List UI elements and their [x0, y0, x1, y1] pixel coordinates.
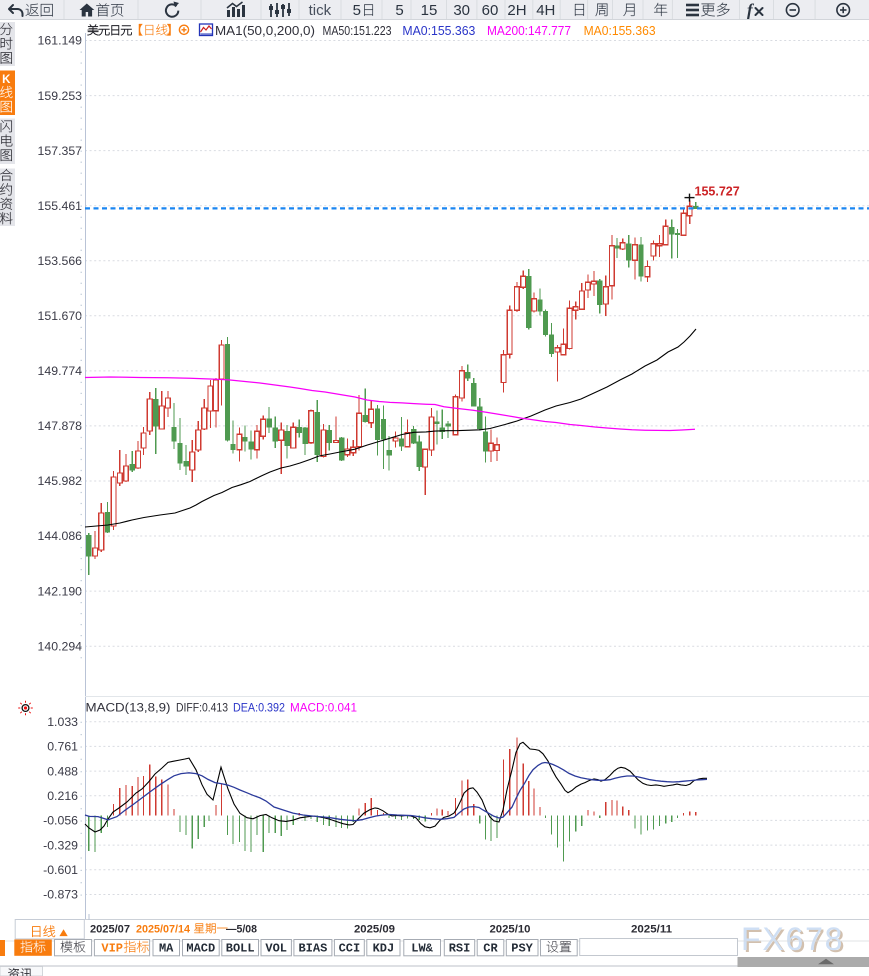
svg-text:-0.056: -0.056 — [43, 814, 78, 828]
svg-text:15: 15 — [421, 2, 438, 19]
svg-text:2025/07: 2025/07 — [90, 924, 130, 936]
svg-text:2H: 2H — [507, 2, 526, 19]
svg-text:LW&: LW& — [411, 942, 433, 956]
svg-text:PSY: PSY — [511, 942, 533, 956]
svg-text:155.461: 155.461 — [38, 199, 83, 213]
svg-text:-0.601: -0.601 — [43, 863, 78, 877]
svg-text:30: 30 — [453, 2, 470, 19]
svg-text:0.488: 0.488 — [47, 764, 78, 778]
svg-text:K: K — [2, 74, 11, 86]
svg-text:—5/08: —5/08 — [226, 924, 257, 936]
svg-text:MA0:155.363: MA0:155.363 — [584, 24, 656, 38]
svg-text:BOLL: BOLL — [226, 942, 255, 956]
svg-text:VIP: VIP — [101, 942, 123, 956]
svg-text:140.294: 140.294 — [38, 639, 83, 653]
svg-text:MA1(50,0,200,0): MA1(50,0,200,0) — [215, 24, 315, 38]
svg-text:142.190: 142.190 — [38, 584, 83, 598]
svg-text:MACD: MACD — [186, 942, 215, 956]
svg-text:CR: CR — [483, 942, 498, 956]
svg-text:-0.329: -0.329 — [43, 838, 78, 852]
svg-text:DEA:0.392: DEA:0.392 — [233, 701, 285, 715]
svg-text:161.149: 161.149 — [38, 34, 83, 48]
svg-text:RSI: RSI — [449, 942, 471, 956]
svg-text:-0.873: -0.873 — [43, 888, 78, 902]
svg-text:KDJ: KDJ — [373, 942, 395, 956]
svg-text:MACD:0.041: MACD:0.041 — [290, 701, 357, 715]
svg-text:5: 5 — [395, 2, 403, 19]
svg-text:DIFF:0.413: DIFF:0.413 — [176, 701, 228, 715]
svg-text:60: 60 — [482, 2, 499, 19]
svg-text:1.033: 1.033 — [47, 715, 78, 729]
svg-text:MACD(13,8,9): MACD(13,8,9) — [86, 701, 171, 715]
svg-text:2025/11: 2025/11 — [631, 924, 672, 936]
svg-text:MA50:151.223: MA50:151.223 — [323, 24, 392, 38]
svg-text:MA: MA — [159, 942, 174, 956]
svg-text:145.982: 145.982 — [38, 474, 83, 488]
svg-text:VOL: VOL — [265, 942, 287, 956]
svg-text:153.566: 153.566 — [38, 254, 83, 268]
svg-text:FX678: FX678 — [741, 921, 844, 957]
svg-text:149.774: 149.774 — [38, 364, 83, 378]
svg-text:147.878: 147.878 — [38, 419, 83, 433]
svg-text:2025/09: 2025/09 — [354, 924, 395, 936]
svg-text:MA0:155.363: MA0:155.363 — [402, 24, 475, 38]
svg-text:0.216: 0.216 — [47, 789, 78, 803]
svg-text:4H: 4H — [536, 2, 555, 19]
svg-text:159.253: 159.253 — [38, 89, 83, 103]
svg-text:BIAS: BIAS — [298, 942, 327, 956]
svg-text:155.727: 155.727 — [695, 185, 740, 199]
svg-text:5: 5 — [353, 2, 361, 19]
svg-text:2025/07/14: 2025/07/14 — [136, 924, 191, 936]
svg-text:2025/10: 2025/10 — [490, 924, 531, 936]
svg-text:f: f — [747, 1, 755, 20]
svg-text:MA200:147.777: MA200:147.777 — [487, 24, 571, 38]
svg-text:tick: tick — [309, 2, 332, 19]
svg-text:0.761: 0.761 — [47, 740, 78, 754]
svg-text:151.670: 151.670 — [38, 309, 83, 323]
svg-text:CCI: CCI — [339, 942, 361, 956]
svg-text:144.086: 144.086 — [38, 529, 83, 543]
svg-text:157.357: 157.357 — [38, 144, 83, 158]
